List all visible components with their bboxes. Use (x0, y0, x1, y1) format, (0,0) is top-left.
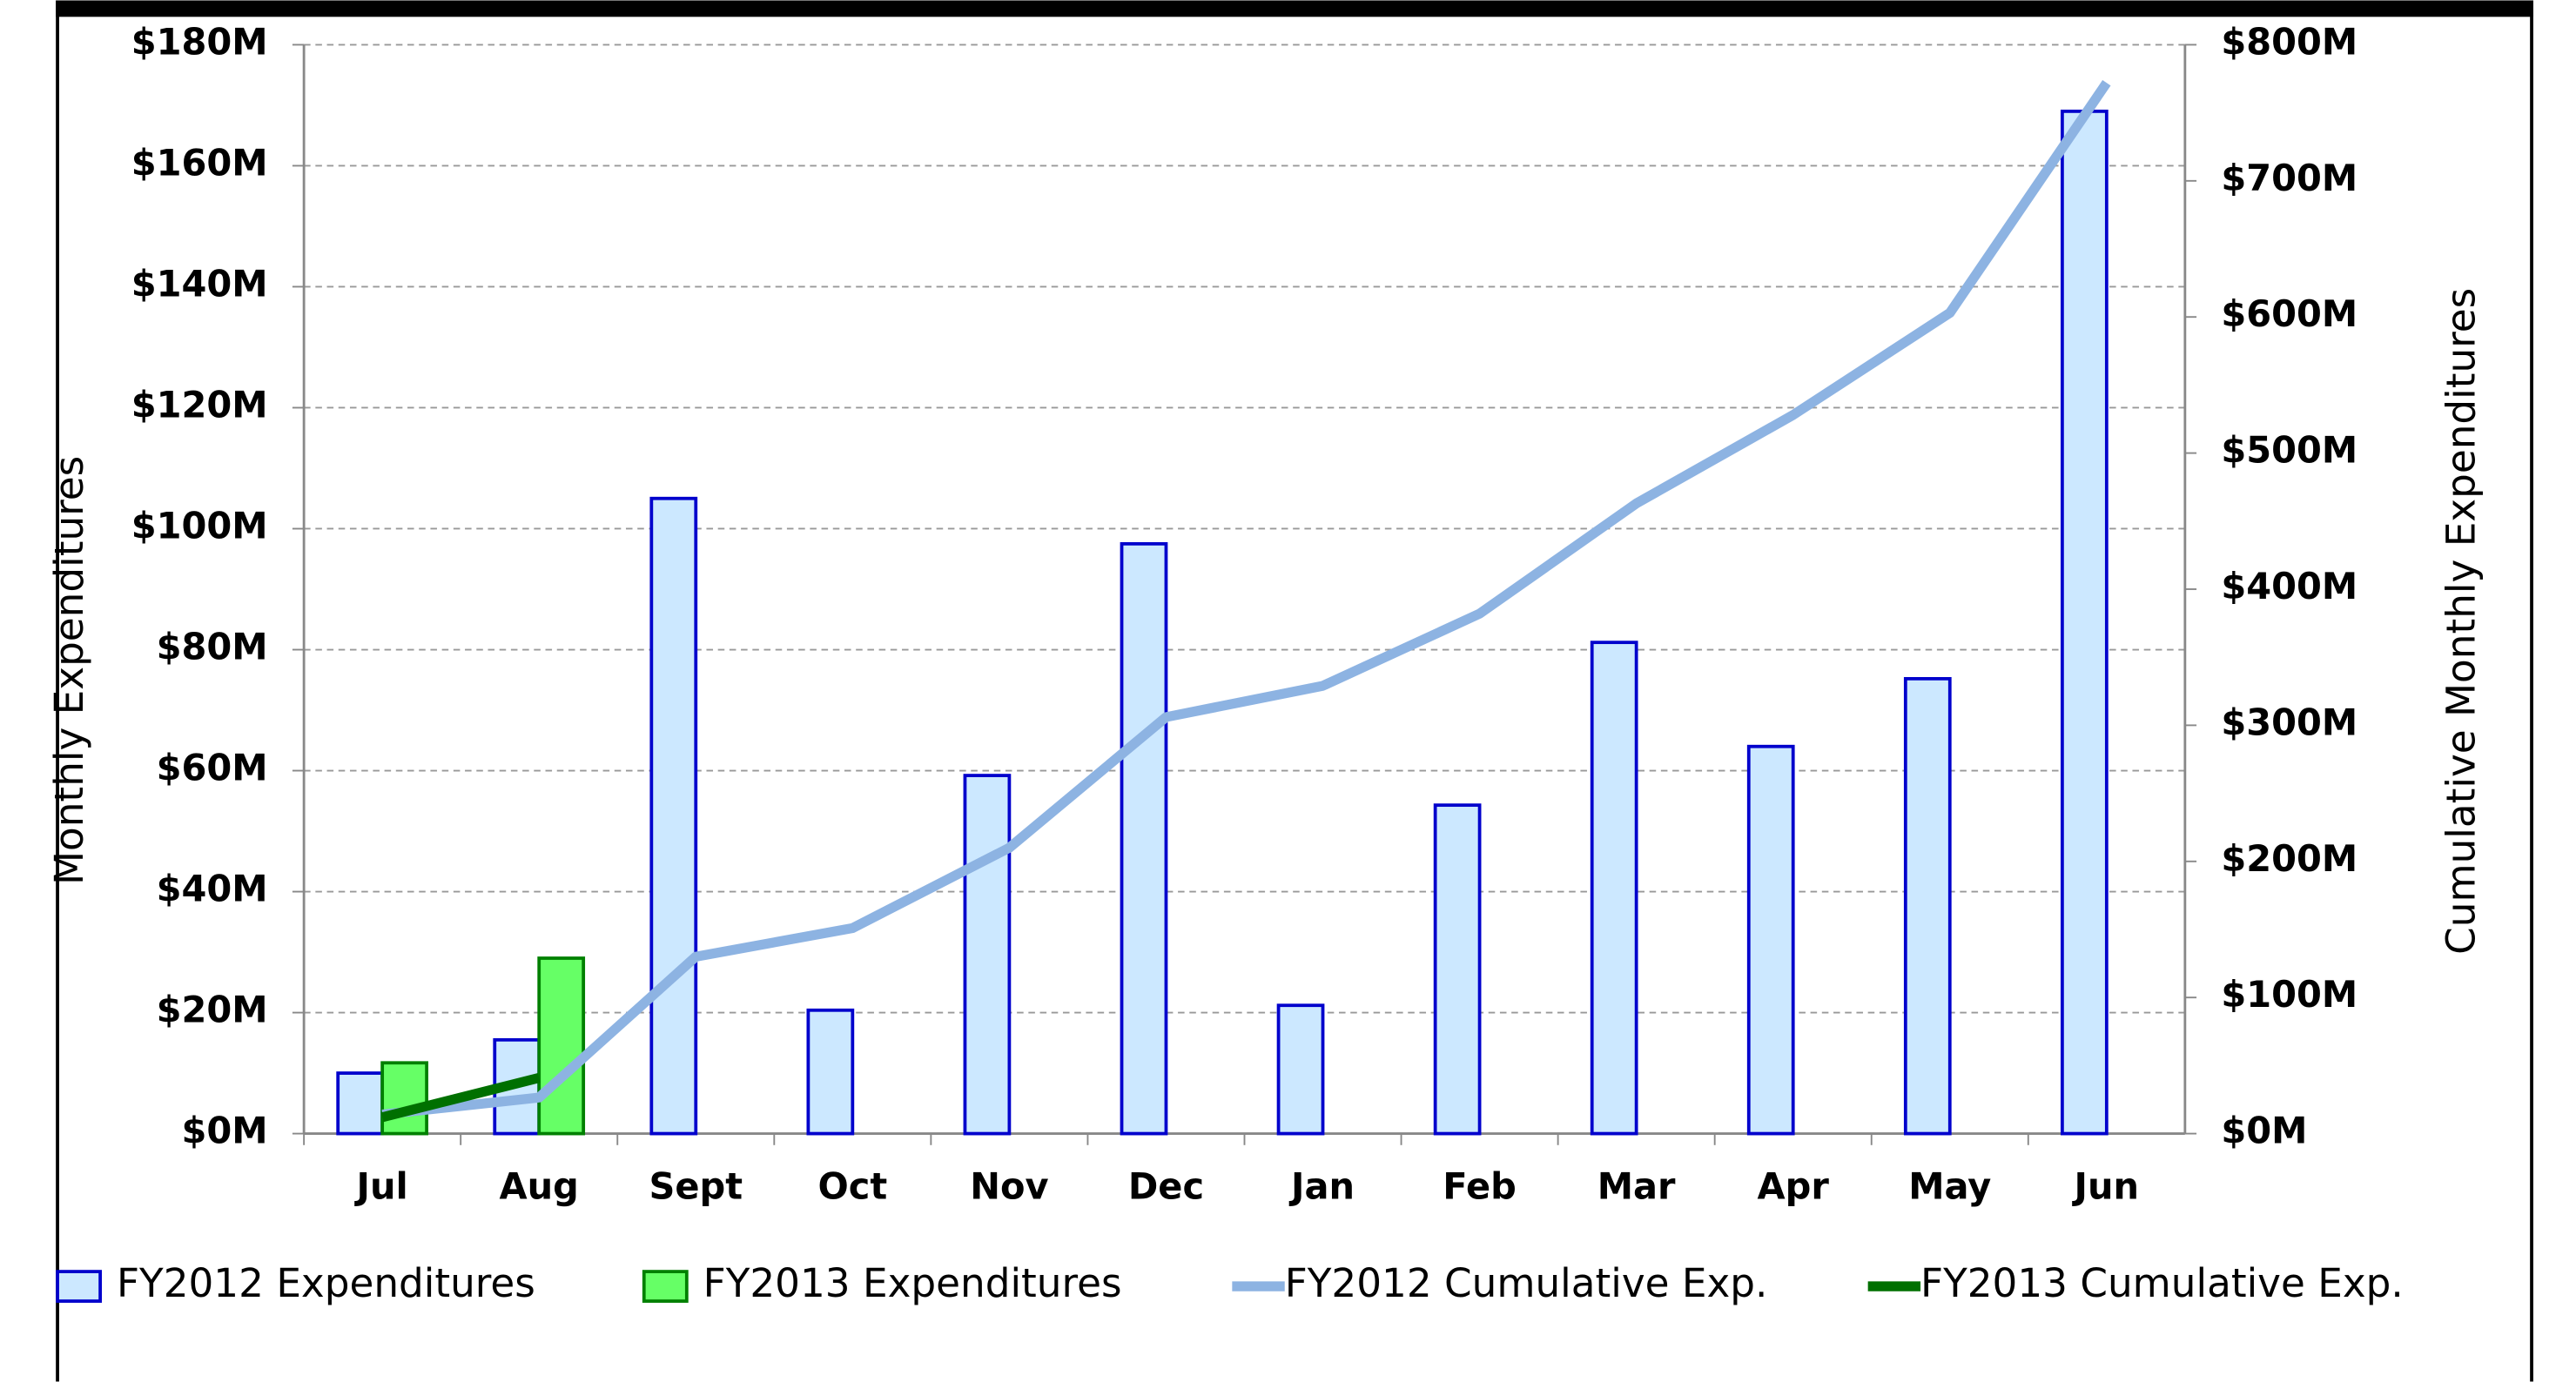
bar (380, 1061, 428, 1136)
y-tick-label: $180M (131, 20, 268, 63)
y2-tick-label: $200M (2221, 837, 2357, 880)
bar (1276, 1003, 1325, 1136)
bar (1746, 744, 1795, 1136)
y-tick-label: $120M (131, 383, 268, 426)
y-tick-label: $40M (157, 868, 268, 910)
bar (2060, 109, 2109, 1136)
x-tick-label: Jan (1288, 1165, 1355, 1208)
x-tick-label: Apr (1758, 1165, 1830, 1208)
x-tick-label: Dec (1128, 1165, 1204, 1208)
x-tick-label: May (1908, 1165, 1991, 1208)
x-tick-label: Aug (500, 1165, 579, 1208)
x-tick-label: Feb (1443, 1165, 1517, 1208)
bar (806, 1008, 855, 1136)
y-tick-label: $160M (131, 141, 268, 184)
y2-tick-label: $600M (2221, 292, 2357, 335)
legend-label: FY2012 Expenditures (117, 1260, 535, 1306)
y2-tick-label: $0M (2221, 1110, 2307, 1152)
y2-tick-label: $800M (2221, 20, 2357, 63)
y2-axis-title: Cumulative Monthly Expenditures (2438, 288, 2485, 955)
x-tick-label: Nov (970, 1165, 1048, 1208)
legend-label: FY2013 Cumulative Exp. (1920, 1260, 2404, 1306)
legend-swatch (56, 1270, 103, 1303)
x-tick-label: Jul (354, 1165, 408, 1208)
bar (537, 956, 586, 1136)
x-tick-label: Mar (1597, 1165, 1676, 1208)
y-tick-label: $20M (157, 989, 268, 1031)
y2-tick-label: $100M (2221, 973, 2357, 1016)
y-tick-label: $0M (182, 1110, 268, 1152)
y-tick-label: $140M (131, 262, 268, 305)
bar (1590, 641, 1638, 1136)
x-tick-label: Jun (2072, 1165, 2140, 1208)
x-tick-label: Sept (649, 1165, 743, 1208)
bar (963, 774, 1012, 1136)
title-bar (56, 0, 2533, 17)
bar (336, 1071, 385, 1136)
line (380, 1072, 541, 1123)
y-tick-label: $60M (157, 747, 268, 789)
y-tick-label: $80M (157, 626, 268, 668)
y2-tick-label: $300M (2221, 701, 2357, 743)
y2-tick-label: $400M (2221, 565, 2357, 607)
legend-label: FY2013 Expenditures (703, 1260, 1122, 1306)
line (381, 80, 2111, 1120)
bar (1433, 803, 1482, 1136)
y-axis-title: Monthly Expenditures (46, 456, 92, 885)
legend-swatch (642, 1270, 689, 1303)
y-tick-label: $100M (131, 504, 268, 547)
y2-tick-label: $700M (2221, 157, 2357, 199)
bar (1120, 541, 1168, 1136)
bar (1903, 676, 1952, 1136)
legend-label: FY2012 Cumulative Exp. (1285, 1260, 1768, 1306)
bar (649, 496, 698, 1136)
x-tick-label: Oct (817, 1165, 887, 1208)
y2-tick-label: $500M (2221, 429, 2357, 472)
